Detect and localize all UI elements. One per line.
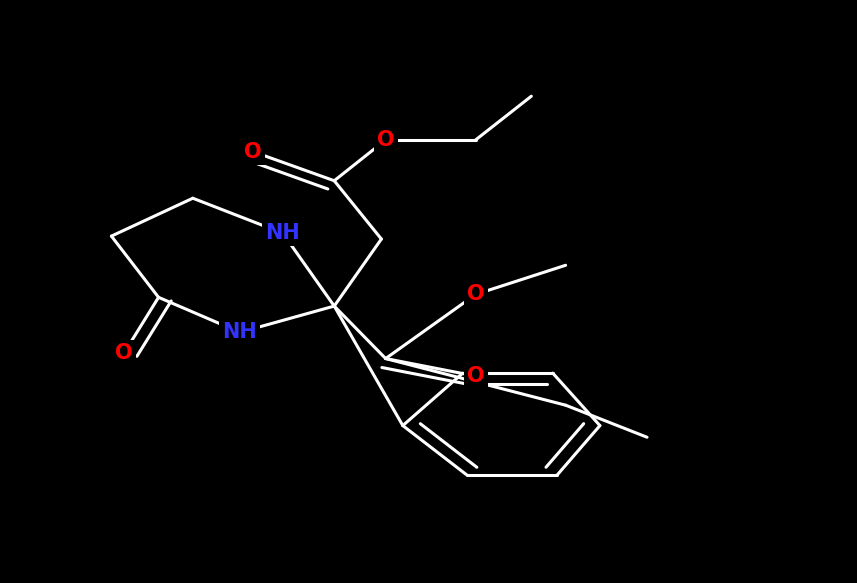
Text: O: O [467,285,484,304]
Text: NH: NH [266,223,300,243]
Text: O: O [377,130,394,150]
Text: NH: NH [223,322,257,342]
Text: O: O [467,366,484,386]
Text: O: O [244,142,261,161]
Text: O: O [116,343,133,363]
